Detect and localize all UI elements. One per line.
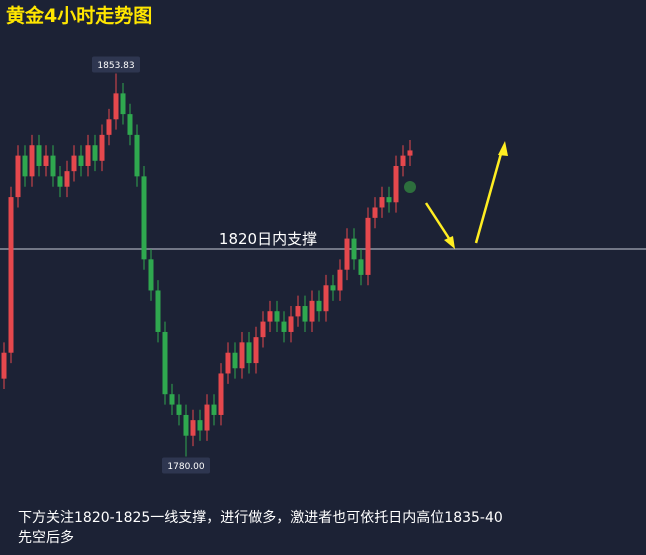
candle-body (372, 207, 378, 218)
candle-body (85, 145, 91, 166)
candle-body (92, 145, 98, 161)
candle-body (281, 321, 287, 332)
arrow-up (474, 149, 504, 244)
candle-body (57, 176, 63, 187)
candle-body (176, 404, 182, 415)
candle-body (358, 259, 364, 275)
candle-body (15, 155, 21, 198)
candle-body (323, 285, 329, 312)
candle-body (316, 300, 322, 312)
candle-body (400, 155, 406, 166)
candle-body (295, 306, 301, 317)
candle-body (99, 134, 105, 161)
annotation-box (162, 457, 210, 474)
candle-body (260, 321, 266, 338)
annotation-box (92, 56, 140, 73)
glow (404, 181, 416, 193)
arrow-down (424, 202, 454, 244)
candle-body (302, 306, 308, 322)
candle-body (141, 176, 147, 260)
arrow-up-head (498, 141, 508, 156)
chart-title: 黄金4小时走势图 (6, 4, 152, 27)
candle-body (148, 259, 154, 291)
candle-body (190, 420, 196, 436)
candle-body (1, 352, 7, 379)
candle-body (393, 165, 399, 203)
candle-body (113, 93, 119, 120)
support-label: 1820日内支撑 (219, 230, 317, 248)
candle-body (120, 93, 126, 115)
candle-body (344, 238, 350, 270)
candle-body (309, 300, 315, 322)
candle-body (337, 269, 343, 291)
candle-body (127, 114, 133, 135)
candle-body (267, 311, 273, 322)
candle-body (351, 238, 357, 260)
candle-body (365, 217, 371, 275)
candle-body (253, 337, 259, 364)
candle-body (239, 342, 245, 369)
candle-body (29, 145, 35, 177)
candle-body (379, 197, 385, 208)
annotation-label: 1853.83 (97, 61, 134, 71)
candle-body (8, 197, 14, 353)
candle-body (288, 316, 294, 332)
candle-body (134, 134, 140, 177)
candle-body (218, 373, 224, 415)
candle-body (211, 404, 217, 415)
candle-body (36, 145, 42, 166)
candle-body (106, 119, 112, 135)
candle-body (22, 155, 28, 177)
candle-body (274, 311, 280, 322)
candle-body (162, 331, 168, 395)
candle-body (246, 342, 252, 364)
candle-body (232, 352, 238, 369)
candle-body (330, 285, 336, 291)
candle-body (183, 414, 189, 436)
candle-body (225, 352, 231, 374)
arrow-down-head (444, 236, 455, 249)
note: 下方关注1820-1825一线支撑，进行做多，激进者也可依托日内高位1835-4… (18, 509, 503, 546)
candle-body (155, 290, 161, 332)
candle-body (386, 197, 392, 203)
candle-body (50, 155, 56, 177)
annotation-label: 1780.00 (167, 462, 204, 472)
candle-body (43, 155, 49, 166)
candle-body (71, 155, 77, 172)
candle-body (197, 420, 203, 431)
candle-body (169, 394, 175, 405)
candle-body (204, 404, 210, 431)
candle-body (78, 155, 84, 166)
candle-body (64, 171, 70, 187)
candle-body (407, 150, 413, 156)
